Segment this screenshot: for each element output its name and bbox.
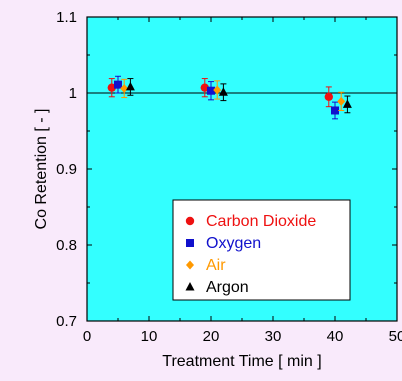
- data-point: [107, 83, 117, 92]
- x-tick-label: 30: [265, 328, 282, 345]
- data-point: [207, 86, 215, 95]
- legend-marker: [185, 216, 195, 226]
- data-point: [125, 81, 135, 91]
- x-tick-label: 20: [203, 328, 220, 345]
- data-point: [120, 83, 129, 93]
- series-oxygen: [114, 75, 339, 120]
- legend: Carbon Dioxide Oxygen Air Argon: [172, 199, 351, 301]
- legend-label: Air: [206, 257, 226, 274]
- data-point: [337, 96, 346, 106]
- series-carbon-dioxide: [107, 78, 333, 108]
- data-point: [114, 80, 122, 89]
- x-tick-label: 10: [141, 328, 158, 345]
- x-tick-label: 40: [327, 328, 344, 345]
- legend-label: Oxygen: [206, 235, 261, 252]
- data-point: [218, 87, 228, 96]
- x-axis-label: Treatment Time [ min ]: [162, 353, 321, 370]
- series-argon: [125, 78, 352, 114]
- y-axis-label: Co Retention [ - ]: [33, 109, 50, 230]
- data-point: [324, 92, 333, 102]
- data-point: [200, 83, 209, 92]
- x-tick-label: 0: [83, 328, 91, 345]
- y-tick-label: 0.7: [56, 313, 77, 330]
- legend-label: Carbon Dioxide: [206, 213, 316, 230]
- legend-marker: [186, 239, 194, 247]
- legend-box: [172, 199, 351, 301]
- legend-label: Argon: [206, 279, 249, 296]
- y-tick-label: 0.8: [56, 237, 77, 254]
- series-air: [120, 78, 346, 111]
- legend-marker: [185, 282, 195, 291]
- x-tick-label: 50: [389, 328, 402, 345]
- data-point: [331, 106, 339, 115]
- y-tick-label: 1.1: [56, 9, 77, 26]
- data-point: [213, 85, 222, 95]
- y-tick-label: 1: [69, 85, 77, 102]
- legend-marker: [186, 260, 194, 270]
- y-tick-label: 0.9: [56, 161, 77, 178]
- data-point: [342, 99, 352, 108]
